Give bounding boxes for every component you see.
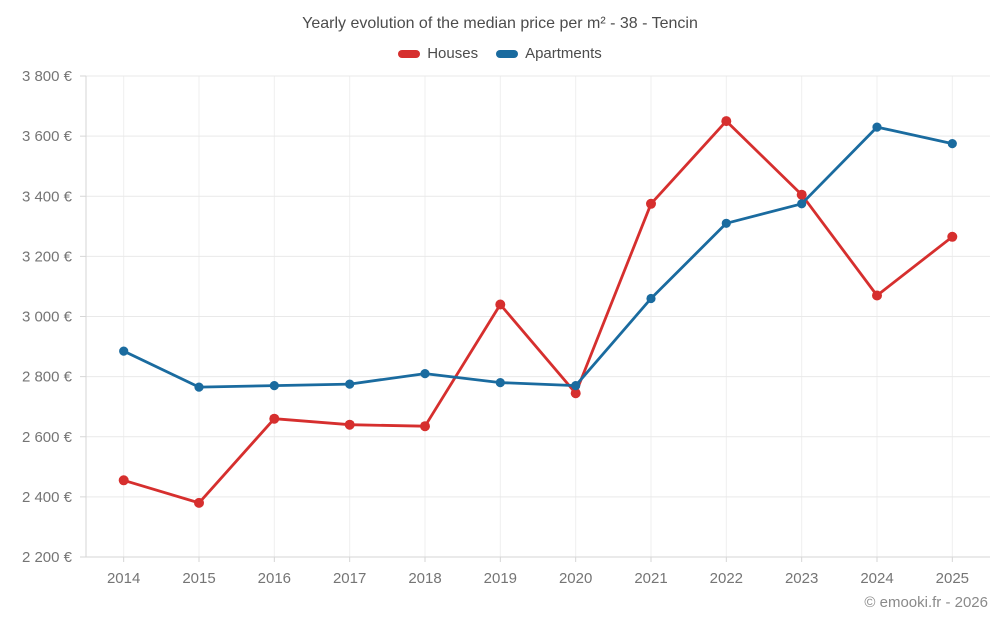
y-tick-label: 3 400 €: [22, 188, 73, 205]
data-point[interactable]: [796, 189, 807, 200]
data-point[interactable]: [495, 378, 505, 388]
x-tick-label: 2022: [710, 570, 743, 587]
houses-series-marker-icon: [398, 49, 421, 58]
data-point[interactable]: [420, 421, 430, 432]
data-point[interactable]: [194, 382, 204, 392]
series-apartments: [119, 122, 957, 392]
x-tick-label: 2021: [634, 570, 667, 587]
y-tick-label: 3 600 €: [22, 128, 73, 145]
data-point[interactable]: [571, 381, 581, 391]
data-point[interactable]: [947, 231, 958, 242]
legend-label-houses: Houses: [427, 45, 479, 62]
data-point[interactable]: [344, 419, 355, 430]
y-tick-label: 3 000 €: [22, 309, 73, 326]
data-point[interactable]: [119, 346, 129, 356]
y-tick-label: 3 800 €: [22, 68, 73, 85]
x-tick-label: 2018: [408, 570, 441, 587]
y-tick-label: 2 800 €: [22, 369, 73, 386]
series-line: [122, 125, 954, 389]
data-point[interactable]: [570, 388, 581, 399]
x-tick-label: 2016: [258, 570, 291, 587]
y-tick-label: 2 600 €: [22, 429, 73, 446]
chart-legend: Houses Apartments: [0, 45, 1000, 62]
legend-item-houses[interactable]: Houses: [398, 45, 478, 62]
x-tick-label: 2015: [182, 570, 215, 587]
data-point[interactable]: [345, 379, 355, 389]
apartments-series-marker-icon: [496, 49, 519, 58]
data-point[interactable]: [872, 290, 882, 301]
data-point[interactable]: [269, 413, 280, 424]
x-tick-label: 2025: [936, 570, 969, 587]
data-point[interactable]: [721, 218, 731, 228]
x-tick-label: 2020: [559, 570, 592, 587]
data-point[interactable]: [420, 369, 430, 379]
data-point[interactable]: [495, 299, 506, 310]
x-tick-label: 2014: [107, 570, 140, 587]
y-tick-label: 2 400 €: [22, 489, 73, 506]
legend-label-apartments: Apartments: [525, 45, 602, 62]
data-point[interactable]: [269, 381, 279, 391]
series-houses: [118, 116, 958, 508]
data-point[interactable]: [947, 139, 957, 149]
chart-title: Yearly evolution of the median price per…: [302, 15, 698, 32]
axes: [80, 75, 990, 562]
axis-labels: 2014 2015 2016 2017 2018 2019 2020 2021 2022 2023…: [22, 68, 969, 587]
data-point[interactable]: [872, 122, 882, 132]
data-point[interactable]: [646, 198, 656, 209]
x-tick-label: 2024: [860, 570, 893, 587]
y-tick-label: 3 200 €: [22, 248, 73, 265]
data-point[interactable]: [797, 199, 807, 209]
legend-item-apartments[interactable]: Apartments: [496, 45, 602, 62]
y-tick-label: 2 200 €: [22, 549, 73, 566]
gridlines: [86, 75, 990, 558]
data-point[interactable]: [194, 497, 204, 508]
series-line: [122, 119, 954, 505]
copyright-note: © emooki.fr - 2026: [864, 594, 988, 611]
x-tick-label: 2017: [333, 570, 366, 587]
data-point[interactable]: [118, 475, 129, 486]
x-tick-label: 2023: [785, 570, 818, 587]
data-point[interactable]: [721, 116, 732, 127]
data-point[interactable]: [646, 293, 656, 304]
x-tick-label: 2019: [484, 570, 517, 587]
